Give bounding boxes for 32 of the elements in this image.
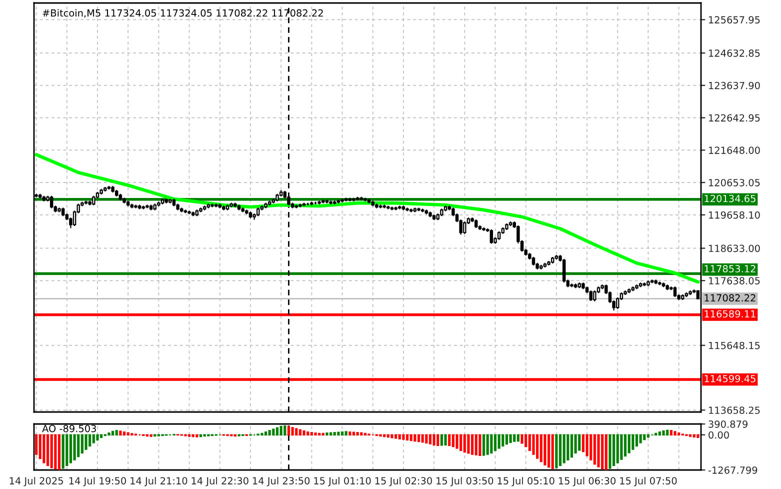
x-tick-label: 15 Jul 03:50 (436, 476, 494, 486)
x-tick-label: 15 Jul 05:10 (498, 476, 554, 486)
x-tick-label: 14 Jul 2025 (10, 476, 63, 486)
y-tick-label: 124632.85 (709, 49, 760, 57)
ref-line-label: 114599.45 (704, 374, 756, 382)
x-tick-label: 15 Jul 01:10 (314, 476, 371, 486)
y-tick-label: -1267.799 (708, 466, 758, 474)
y-tick-label: 125657.95 (709, 16, 760, 24)
y-tick-label: 123637.90 (709, 82, 760, 90)
y-tick-label: 390.879 (708, 420, 748, 428)
y-tick-label: 115648.15 (709, 342, 760, 350)
x-tick-label: 15 Jul 06:30 (558, 476, 616, 486)
y-tick-label: 119658.10 (709, 211, 760, 219)
y-tick-label: 0.00 (708, 431, 729, 439)
text: #Bitcoin,M5 117324.05 117324.05 117082.22 117082.22 (42, 9, 323, 18)
x-tick-label: 14 Jul 19:50 (69, 476, 126, 486)
y-tick-label: 118633.00 (709, 244, 760, 252)
y-tick-label: 113658.25 (709, 406, 760, 414)
y-tick-label: 121648.00 (709, 146, 760, 154)
y-tick-label: 122642.95 (709, 114, 760, 122)
ref-line-label: 117082.22 (704, 294, 756, 302)
x-tick-label: 14 Jul 23:50 (252, 476, 310, 486)
y-tick-label: 117638.05 (709, 277, 760, 284)
ref-line-label: 120134.65 (704, 194, 756, 202)
x-tick-label: 14 Jul 21:10 (130, 476, 188, 486)
chart-title: AO -89.503 (42, 424, 96, 432)
y-tick-label: 120653.05 (709, 178, 760, 186)
ref-line-label: 117853.12 (704, 265, 756, 272)
x-tick-label: 15 Jul 02:30 (375, 476, 432, 486)
x-tick-label: 15 Jul 07:50 (620, 476, 677, 486)
ref-line-label: 116589.11 (704, 310, 756, 318)
x-tick-label: 14 Jul 22:30 (192, 476, 248, 486)
